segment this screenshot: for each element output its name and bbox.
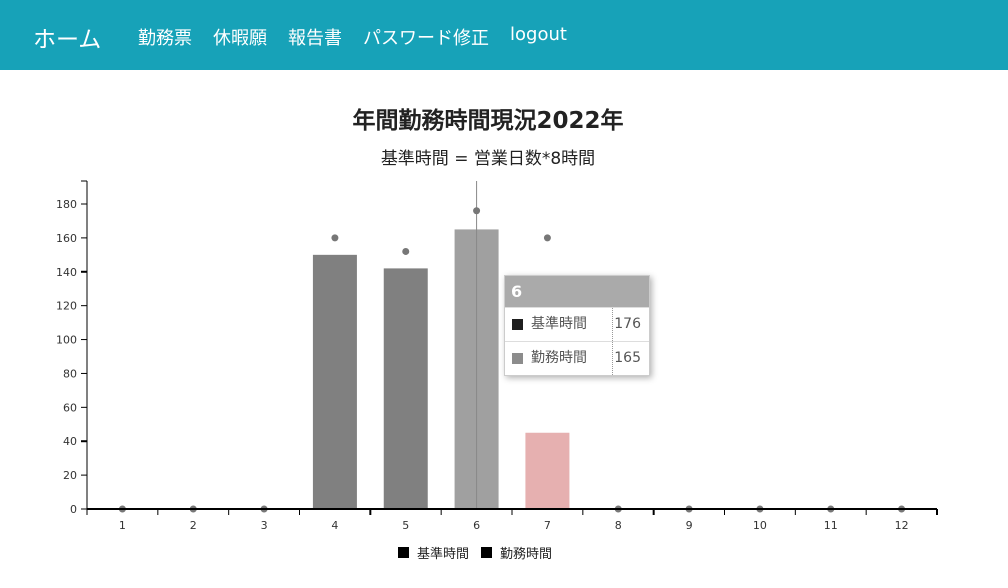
bar-month-4[interactable] <box>312 254 357 509</box>
tooltip-value: 165 <box>614 350 641 366</box>
tooltip-series-name: 勤務時間 <box>531 350 587 366</box>
point-month-5[interactable] <box>402 247 410 255</box>
y-tick-label: 120 <box>56 300 77 313</box>
y-tick-label: 60 <box>63 401 77 414</box>
bar-month-7[interactable] <box>525 432 570 509</box>
point-month-6[interactable] <box>473 207 481 215</box>
nav-report[interactable]: 報告書 <box>288 28 342 49</box>
tooltip-header: 6 <box>505 276 649 307</box>
swatch-icon <box>512 319 523 330</box>
x-tick-label: 6 <box>473 519 480 532</box>
tooltip-row: 基準時間 176 <box>505 307 649 341</box>
tooltip-row: 勤務時間 165 <box>505 341 649 375</box>
chart-tooltip: 6 基準時間 176 勤務時間 165 <box>504 275 650 376</box>
y-tick-label: 140 <box>56 266 77 279</box>
legend-item-standard-hours[interactable]: 基準時間 <box>398 543 469 562</box>
x-tick-label: 5 <box>402 519 409 532</box>
x-tick-label: 4 <box>331 519 338 532</box>
legend-label: 基準時間 <box>417 547 470 562</box>
bar-month-5[interactable] <box>383 268 428 509</box>
x-tick-label: 10 <box>753 519 767 532</box>
x-tick-label: 11 <box>824 519 838 532</box>
chart-title: 年間勤務時間現況2022年 <box>352 108 624 134</box>
navbar: ホーム 勤務票 休暇願 報告書 パスワード修正 logout <box>0 0 1008 70</box>
nav-password-change[interactable]: パスワード修正 <box>363 28 489 49</box>
nav-menu: 勤務票 休暇願 報告書 パスワード修正 logout <box>138 24 588 50</box>
y-tick-label: 180 <box>56 198 77 211</box>
y-tick-label: 160 <box>56 232 77 245</box>
legend-swatch-icon <box>398 547 409 558</box>
x-tick-label: 7 <box>544 519 551 532</box>
y-tick-label: 100 <box>56 334 77 347</box>
point-month-7[interactable] <box>543 234 551 242</box>
legend-swatch-icon <box>481 547 493 558</box>
y-tick-label: 80 <box>63 367 77 380</box>
tooltip-series-name: 基準時間 <box>531 316 587 332</box>
swatch-icon <box>512 353 523 364</box>
tooltip-value: 176 <box>614 316 641 332</box>
x-tick-label: 9 <box>686 519 693 532</box>
legend-label: 勤務時間 <box>500 547 553 562</box>
y-tick-label: 40 <box>63 435 77 448</box>
nav-logout[interactable]: logout <box>510 24 567 45</box>
x-tick-label: 12 <box>895 519 909 532</box>
chart-legend: 基準時間 勤務時間 <box>398 543 564 562</box>
y-tick-label: 20 <box>63 469 77 482</box>
x-tick-label: 8 <box>615 519 622 532</box>
nav-leave-request[interactable]: 休暇願 <box>213 28 267 49</box>
point-month-4[interactable] <box>331 234 339 242</box>
y-tick-label: 0 <box>70 503 77 516</box>
x-tick-label: 2 <box>190 519 197 532</box>
home-link[interactable]: ホーム <box>33 27 102 53</box>
nav-timesheet[interactable]: 勤務票 <box>138 28 192 49</box>
x-tick-label: 1 <box>119 519 126 532</box>
x-tick-label: 3 <box>261 519 268 532</box>
chart-subtitle: 基準時間 = 営業日数*8時間 <box>380 149 596 169</box>
legend-item-work-hours[interactable]: 勤務時間 <box>481 543 552 562</box>
